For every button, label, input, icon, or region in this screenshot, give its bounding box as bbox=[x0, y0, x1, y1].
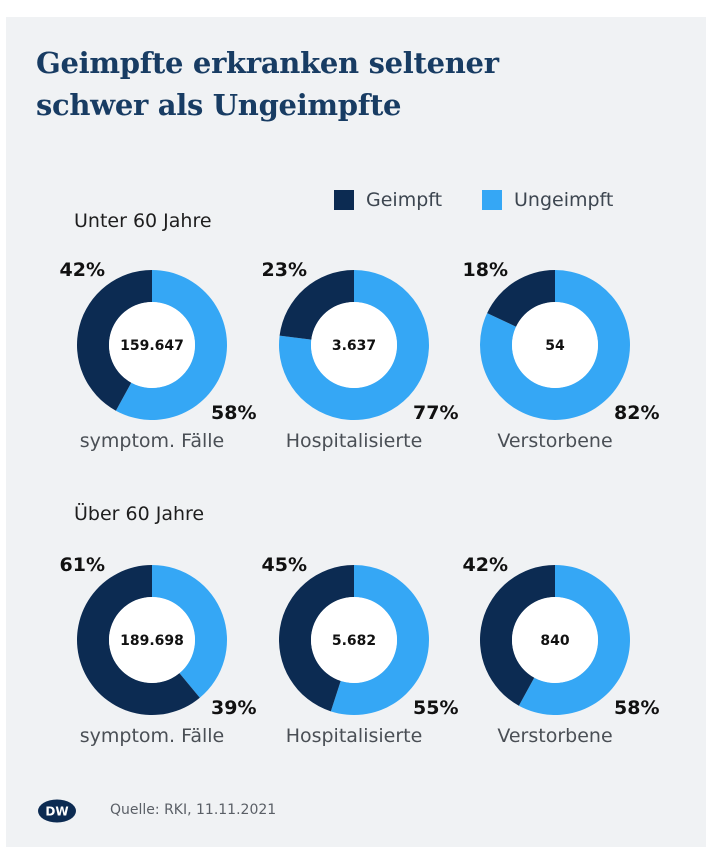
donut-hole-hospitalisierte-over-60 bbox=[311, 597, 397, 683]
dw-logo-icon: DW bbox=[38, 799, 76, 823]
donut-hole-verstorbene-over-60 bbox=[512, 597, 598, 683]
label-ungeimpft-verstorbene-under-60: 82% bbox=[614, 402, 659, 424]
donut-hole-hospitalisierte-under-60 bbox=[311, 302, 397, 388]
slice-ungeimpft-verstorbene-under-60 bbox=[479, 270, 630, 421]
slice-ungeimpft-symptom-faelle-over-60 bbox=[152, 565, 228, 698]
slice-geimpft-hospitalisierte-over-60 bbox=[278, 565, 354, 712]
label-ungeimpft-hospitalisierte-under-60: 77% bbox=[413, 402, 458, 424]
label-ungeimpft-verstorbene-over-60: 58% bbox=[614, 697, 659, 719]
group-label-over-60: Über 60 Jahre bbox=[74, 503, 205, 525]
total-value-verstorbene-over-60: 840 bbox=[540, 633, 569, 649]
category-label-verstorbene-under-60: Verstorbene bbox=[497, 430, 613, 452]
legend-label-ungeimpft: Ungeimpft bbox=[514, 189, 614, 211]
label-geimpft-verstorbene-under-60: 18% bbox=[463, 259, 508, 281]
slice-geimpft-hospitalisierte-under-60 bbox=[279, 270, 354, 340]
label-ungeimpft-hospitalisierte-over-60: 55% bbox=[413, 697, 458, 719]
dw-logo-text: DW bbox=[45, 805, 68, 819]
source-note: Quelle: RKI, 11.11.2021 bbox=[110, 802, 277, 818]
label-ungeimpft-symptom-faelle-under-60: 58% bbox=[211, 402, 256, 424]
legend-label-geimpft: Geimpft bbox=[366, 189, 443, 211]
category-label-symptom-faelle-over-60: symptom. Fälle bbox=[79, 725, 225, 747]
title-line-1: Geimpfte erkranken seltener bbox=[36, 46, 499, 80]
category-label-hospitalisierte-under-60: Hospitalisierte bbox=[285, 430, 423, 452]
slice-geimpft-symptom-faelle-over-60 bbox=[77, 565, 200, 716]
legend-swatch-geimpft bbox=[334, 190, 354, 210]
donut-hole-symptom-faelle-under-60 bbox=[109, 302, 195, 388]
total-value-symptom-faelle-over-60: 189.698 bbox=[120, 633, 184, 649]
label-geimpft-hospitalisierte-over-60: 45% bbox=[262, 554, 307, 576]
label-geimpft-symptom-faelle-over-60: 61% bbox=[60, 554, 105, 576]
total-value-hospitalisierte-over-60: 5.682 bbox=[332, 633, 376, 649]
slice-ungeimpft-verstorbene-over-60 bbox=[518, 565, 630, 715]
legend-swatch-ungeimpft bbox=[482, 190, 502, 210]
total-value-symptom-faelle-under-60: 159.647 bbox=[120, 338, 184, 354]
label-geimpft-symptom-faelle-under-60: 42% bbox=[60, 259, 105, 281]
slice-geimpft-verstorbene-over-60 bbox=[479, 565, 555, 706]
label-geimpft-hospitalisierte-under-60: 23% bbox=[262, 259, 307, 281]
slice-geimpft-symptom-faelle-under-60 bbox=[77, 270, 152, 411]
label-geimpft-verstorbene-over-60: 42% bbox=[463, 554, 508, 576]
total-value-hospitalisierte-under-60: 3.637 bbox=[332, 338, 376, 354]
chart-title: Geimpfte erkranken seltener schwer als U… bbox=[36, 42, 656, 126]
total-value-verstorbene-under-60: 54 bbox=[545, 338, 565, 354]
title-line-2: schwer als Ungeimpfte bbox=[36, 88, 402, 122]
donut-hole-verstorbene-under-60 bbox=[512, 302, 598, 388]
group-label-under-60: Unter 60 Jahre bbox=[74, 210, 212, 232]
category-label-symptom-faelle-under-60: symptom. Fälle bbox=[79, 430, 225, 452]
slice-ungeimpft-symptom-faelle-under-60 bbox=[115, 270, 227, 420]
slice-geimpft-verstorbene-under-60 bbox=[487, 270, 555, 327]
slice-ungeimpft-hospitalisierte-over-60 bbox=[330, 565, 429, 715]
category-label-hospitalisierte-over-60: Hospitalisierte bbox=[285, 725, 423, 747]
slice-ungeimpft-hospitalisierte-under-60 bbox=[279, 270, 429, 420]
category-label-verstorbene-over-60: Verstorbene bbox=[497, 725, 613, 747]
label-ungeimpft-symptom-faelle-over-60: 39% bbox=[211, 697, 256, 719]
donut-hole-symptom-faelle-over-60 bbox=[109, 597, 195, 683]
